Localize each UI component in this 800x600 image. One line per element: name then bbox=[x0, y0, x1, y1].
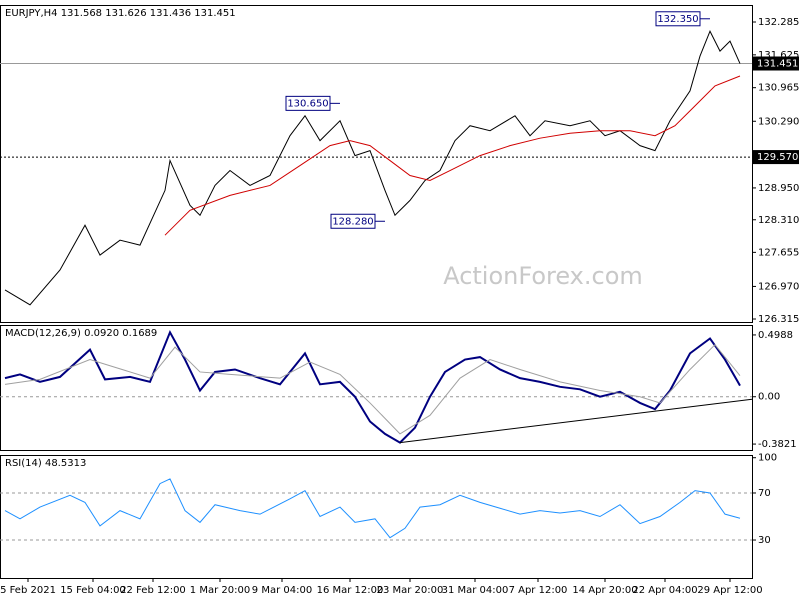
x-tick-label: 5 Feb 2021 bbox=[0, 585, 56, 596]
y-tick-label: 126.970 bbox=[758, 281, 799, 292]
x-tick-label: 31 Mar 04:00 bbox=[442, 585, 509, 596]
x-tick-label: 15 Feb 04:00 bbox=[60, 585, 126, 596]
price-label-bg bbox=[753, 56, 799, 71]
x-tick-label: 9 Mar 04:00 bbox=[252, 585, 312, 596]
y-tick-label: 130.290 bbox=[758, 116, 799, 127]
x-tick-label: 7 Apr 12:00 bbox=[509, 585, 568, 596]
x-tick-label: 16 Mar 12:00 bbox=[317, 585, 384, 596]
y-tick-label: 131.625 bbox=[758, 50, 799, 61]
callout-box bbox=[330, 213, 376, 229]
y-tick-label: 30 bbox=[758, 535, 771, 546]
price-label-bg bbox=[753, 150, 799, 165]
x-tick-label: 22 Apr 04:00 bbox=[632, 585, 697, 596]
y-tick-label: 70 bbox=[758, 488, 771, 499]
series-line bbox=[164, 75, 741, 236]
y-tick-label: 100 bbox=[758, 453, 777, 464]
series-line bbox=[4, 30, 741, 306]
price-label: 129.570 bbox=[757, 152, 798, 163]
series-line bbox=[4, 478, 741, 539]
y-tick-label: 126.315 bbox=[758, 314, 799, 325]
y-tick-label: -0.3821 bbox=[758, 439, 797, 450]
panel-frame bbox=[0, 455, 753, 579]
watermark: ActionForex.com bbox=[443, 262, 643, 290]
y-tick-label: 0.4988 bbox=[758, 330, 793, 341]
panel-title: MACD(12,26,9) 0.0920 0.1689 bbox=[5, 328, 157, 339]
x-tick-label: 22 Feb 12:00 bbox=[120, 585, 186, 596]
x-tick-label: 1 Mar 20:00 bbox=[190, 585, 250, 596]
callout-box bbox=[285, 95, 331, 111]
series-line bbox=[4, 329, 741, 444]
x-tick-label: 23 Mar 20:00 bbox=[377, 585, 444, 596]
panel-title: RSI(14) 48.5313 bbox=[5, 458, 86, 469]
callout-box bbox=[655, 11, 701, 27]
panel-title: EURJPY,H4 131.568 131.626 131.436 131.45… bbox=[5, 8, 236, 19]
callout-label: 132.350 bbox=[657, 14, 698, 25]
callout-label: 128.280 bbox=[332, 216, 373, 227]
y-tick-label: 128.310 bbox=[758, 215, 799, 226]
y-tick-label: 132.285 bbox=[758, 17, 799, 28]
price-label: 131.451 bbox=[757, 59, 798, 70]
x-tick-label: 14 Apr 20:00 bbox=[572, 585, 637, 596]
series-line bbox=[4, 343, 741, 435]
y-tick-label: 0.00 bbox=[758, 392, 780, 403]
x-tick-label: 29 Apr 12:00 bbox=[697, 585, 762, 596]
series-line bbox=[399, 398, 753, 444]
panel-frame bbox=[0, 5, 753, 323]
y-tick-label: 127.655 bbox=[758, 247, 799, 258]
y-tick-label: 130.965 bbox=[758, 83, 799, 94]
y-tick-label: 128.950 bbox=[758, 183, 799, 194]
panel-frame bbox=[0, 325, 753, 451]
callout-label: 130.650 bbox=[287, 98, 328, 109]
